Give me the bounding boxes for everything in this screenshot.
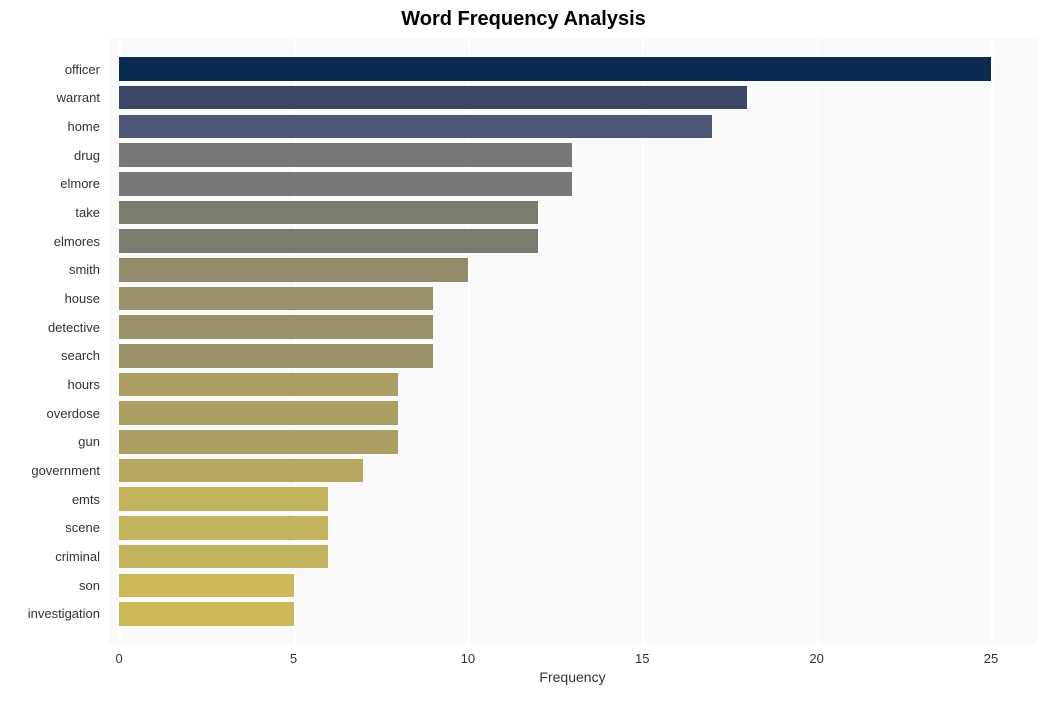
bar: [119, 459, 363, 483]
bar: [119, 229, 537, 253]
x-tick-label: 15: [635, 651, 649, 666]
y-tick-label: government: [0, 463, 100, 478]
bar: [119, 401, 398, 425]
x-tick-label: 0: [116, 651, 123, 666]
y-tick-label: criminal: [0, 549, 100, 564]
y-tick-label: scene: [0, 520, 100, 535]
bar: [119, 201, 537, 225]
y-tick-label: overdose: [0, 406, 100, 421]
plot-area: [108, 38, 1037, 645]
y-tick-label: elmore: [0, 176, 100, 191]
y-tick-label: emts: [0, 492, 100, 507]
bar: [119, 258, 468, 282]
bar: [119, 545, 328, 569]
y-tick-label: son: [0, 578, 100, 593]
x-tick-label: 25: [984, 651, 998, 666]
bar: [119, 172, 572, 196]
y-tick-label: drug: [0, 148, 100, 163]
y-tick-label: warrant: [0, 90, 100, 105]
bar: [119, 430, 398, 454]
y-tick-label: elmores: [0, 234, 100, 249]
y-tick-label: home: [0, 119, 100, 134]
bar: [119, 373, 398, 397]
x-tick-label: 20: [809, 651, 823, 666]
y-tick-label: house: [0, 291, 100, 306]
y-tick-label: gun: [0, 434, 100, 449]
bar: [119, 143, 572, 167]
bar: [119, 344, 433, 368]
bar: [119, 602, 293, 626]
chart-container: Word Frequency Analysis officer warrant ho…: [0, 0, 1047, 701]
bar: [119, 574, 293, 598]
bar: [119, 287, 433, 311]
bar: [119, 86, 747, 110]
x-tick-label: 10: [461, 651, 475, 666]
grid-line: [991, 38, 993, 645]
y-tick-label: hours: [0, 377, 100, 392]
y-tick-label: investigation: [0, 606, 100, 621]
bar: [119, 57, 991, 81]
y-tick-label: take: [0, 205, 100, 220]
y-tick-label: officer: [0, 62, 100, 77]
bar: [119, 487, 328, 511]
bar: [119, 115, 712, 139]
y-tick-label: detective: [0, 320, 100, 335]
x-axis-label: Frequency: [108, 669, 1037, 685]
grid-line: [817, 38, 819, 645]
x-tick-label: 5: [290, 651, 297, 666]
bar: [119, 516, 328, 540]
chart-title: Word Frequency Analysis: [0, 8, 1047, 31]
bar: [119, 315, 433, 339]
y-tick-label: search: [0, 348, 100, 363]
y-tick-label: smith: [0, 262, 100, 277]
